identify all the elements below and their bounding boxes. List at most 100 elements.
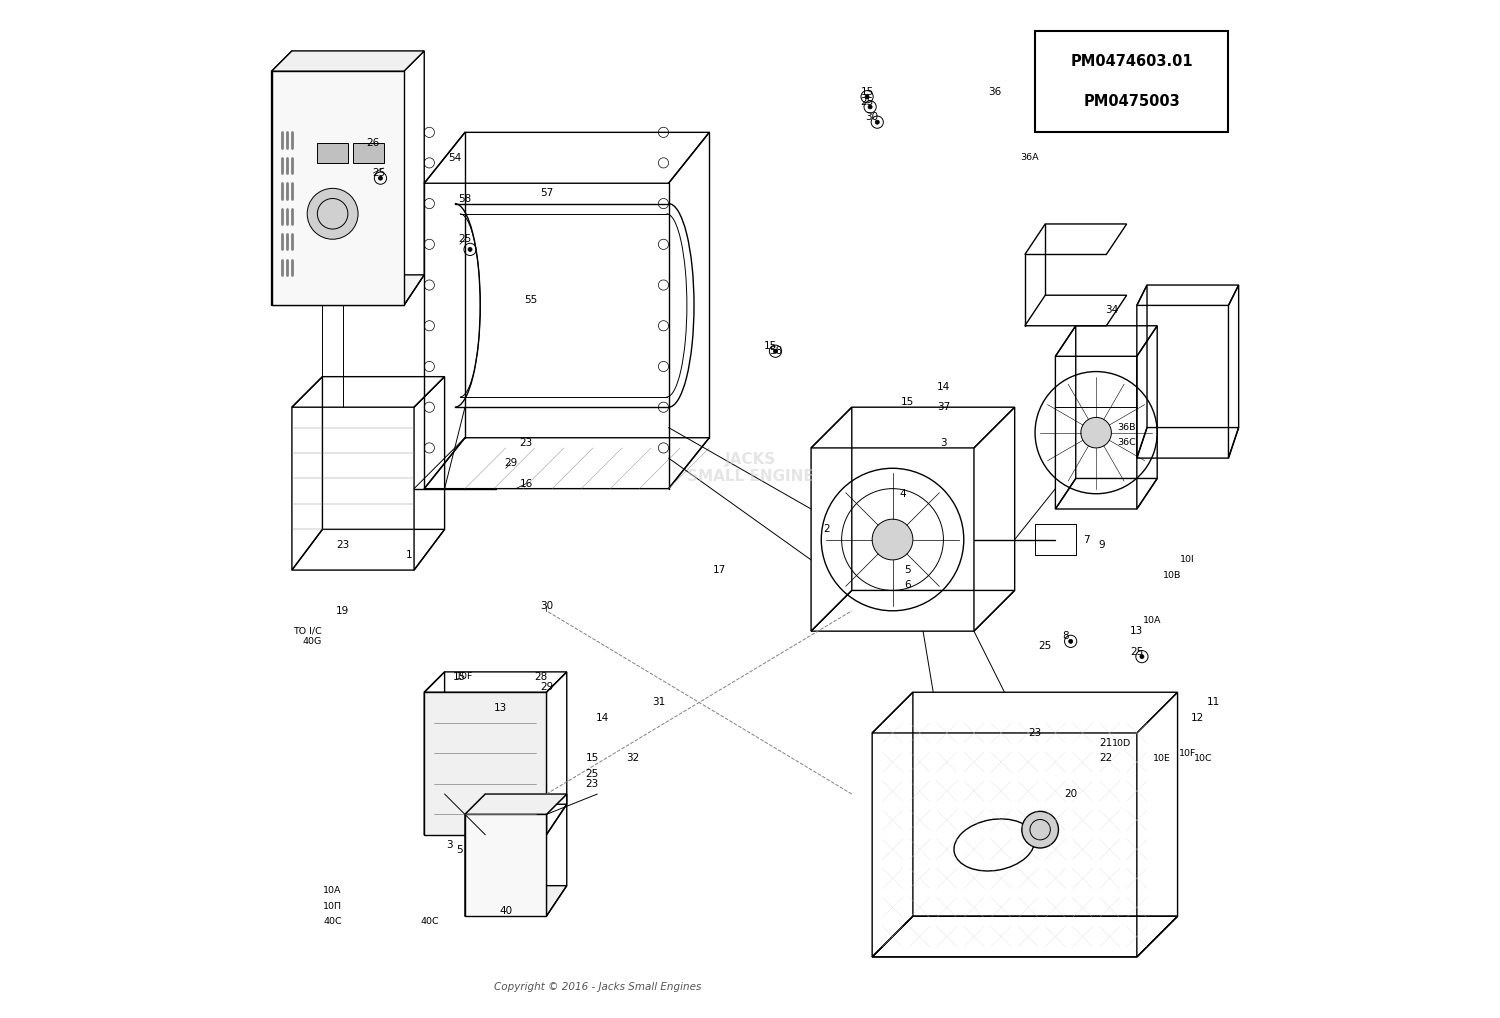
Text: 36B: 36B <box>1118 423 1136 432</box>
Circle shape <box>1022 811 1059 848</box>
Text: 3: 3 <box>940 438 946 448</box>
Text: 15: 15 <box>585 753 598 764</box>
Text: 10F: 10F <box>1179 749 1197 757</box>
Text: 13: 13 <box>1130 626 1143 636</box>
Text: PM0474603.01: PM0474603.01 <box>1071 54 1192 68</box>
Text: Copyright © 2016 - Jacks Small Engines: Copyright © 2016 - Jacks Small Engines <box>494 982 700 993</box>
Bar <box>352 143 384 163</box>
Text: 28: 28 <box>534 672 548 682</box>
Text: JACKS
SMALL ENGINE: JACKS SMALL ENGINE <box>687 452 813 485</box>
Text: 23: 23 <box>519 438 532 448</box>
Text: 10B: 10B <box>1164 571 1182 579</box>
Text: 10C: 10C <box>1194 754 1212 762</box>
Text: 57: 57 <box>540 188 554 199</box>
Text: 10A: 10A <box>324 887 342 895</box>
Text: 2: 2 <box>824 524 830 534</box>
Text: 11: 11 <box>1206 697 1219 708</box>
Text: 58: 58 <box>770 346 782 356</box>
Circle shape <box>1082 417 1112 448</box>
Text: 15: 15 <box>861 87 873 97</box>
Text: 23: 23 <box>1029 728 1041 738</box>
Text: 40G: 40G <box>303 637 322 645</box>
Circle shape <box>874 120 879 124</box>
Text: 36: 36 <box>987 87 1000 97</box>
Text: 14: 14 <box>596 713 609 723</box>
Text: 15: 15 <box>902 397 915 407</box>
Text: 10I: 10I <box>1180 556 1196 564</box>
Polygon shape <box>465 886 567 916</box>
Text: 55: 55 <box>525 295 538 305</box>
Text: 13: 13 <box>494 702 507 713</box>
Polygon shape <box>272 51 424 71</box>
Text: 40C: 40C <box>420 917 438 925</box>
Text: 15: 15 <box>453 672 466 682</box>
Text: 20: 20 <box>1064 789 1077 799</box>
Text: 19: 19 <box>336 606 350 616</box>
Text: 25: 25 <box>861 97 873 107</box>
Text: 40C: 40C <box>324 917 342 925</box>
Text: 12: 12 <box>1191 713 1204 723</box>
Circle shape <box>378 176 382 180</box>
Text: 34: 34 <box>1106 305 1118 316</box>
Text: 7: 7 <box>1083 534 1089 545</box>
Text: 31: 31 <box>652 697 664 708</box>
Bar <box>318 143 348 163</box>
Polygon shape <box>272 71 404 305</box>
Text: 36C: 36C <box>1118 439 1136 447</box>
Text: 37: 37 <box>938 402 950 412</box>
Polygon shape <box>465 814 546 916</box>
Text: 23: 23 <box>336 540 350 550</box>
Text: 10F: 10F <box>456 673 474 681</box>
Text: 1: 1 <box>405 550 412 560</box>
Polygon shape <box>465 794 486 916</box>
Text: 8: 8 <box>1062 631 1070 641</box>
Text: 10D: 10D <box>1112 739 1131 747</box>
Text: 10A: 10A <box>1143 617 1161 625</box>
Polygon shape <box>424 692 546 835</box>
Bar <box>1035 524 1076 555</box>
Text: TO I/C: TO I/C <box>292 627 321 635</box>
Text: 16: 16 <box>519 478 532 489</box>
Text: 25: 25 <box>372 168 386 178</box>
Text: 23: 23 <box>585 779 598 789</box>
Text: 29: 29 <box>540 682 554 692</box>
Text: 9: 9 <box>1098 540 1104 550</box>
Text: 32: 32 <box>627 753 639 764</box>
Text: 10E: 10E <box>1154 754 1172 762</box>
Text: 26: 26 <box>366 137 380 148</box>
Text: 54: 54 <box>448 153 462 163</box>
Text: 14: 14 <box>938 382 950 392</box>
Text: 29: 29 <box>504 458 518 468</box>
Text: 36A: 36A <box>1020 154 1040 162</box>
Polygon shape <box>272 275 424 305</box>
Text: 5: 5 <box>456 845 464 855</box>
Text: 25: 25 <box>585 769 598 779</box>
Text: 6: 6 <box>904 580 910 590</box>
Circle shape <box>1140 655 1144 659</box>
Bar <box>1035 31 1228 132</box>
Text: 30: 30 <box>865 112 879 122</box>
Text: PM0475003: PM0475003 <box>1083 95 1180 109</box>
Circle shape <box>468 247 472 251</box>
Text: 25: 25 <box>1038 641 1052 652</box>
Text: 4: 4 <box>900 489 906 499</box>
Circle shape <box>865 95 868 99</box>
Text: 21: 21 <box>1100 738 1113 748</box>
Text: 17: 17 <box>712 565 726 575</box>
Text: 22: 22 <box>1100 753 1113 764</box>
Text: 10Π: 10Π <box>322 902 342 910</box>
Text: 30: 30 <box>540 601 554 611</box>
Text: 15: 15 <box>764 341 777 351</box>
Text: 58: 58 <box>459 193 471 204</box>
Circle shape <box>774 349 777 353</box>
Polygon shape <box>465 794 567 814</box>
Text: 25: 25 <box>1130 646 1143 657</box>
Text: 3: 3 <box>447 840 453 850</box>
Circle shape <box>868 105 871 109</box>
Circle shape <box>1068 639 1072 643</box>
Circle shape <box>308 188 358 239</box>
Text: 25: 25 <box>459 234 471 244</box>
Text: 40: 40 <box>500 906 512 916</box>
Text: 5: 5 <box>904 565 910 575</box>
Circle shape <box>871 519 913 560</box>
